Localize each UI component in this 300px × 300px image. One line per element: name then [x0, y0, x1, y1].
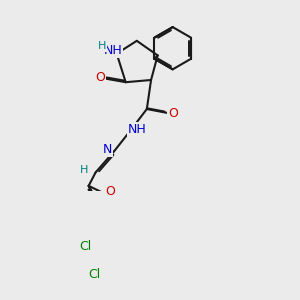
Text: O: O [95, 71, 105, 85]
Text: Cl: Cl [79, 240, 92, 253]
Text: NH: NH [128, 123, 147, 136]
Text: N: N [103, 143, 112, 156]
Text: O: O [168, 107, 178, 120]
Text: H: H [98, 41, 106, 51]
Text: O: O [106, 185, 116, 198]
Text: H: H [80, 165, 88, 175]
Text: NH: NH [103, 44, 122, 58]
Text: Cl: Cl [88, 268, 100, 281]
